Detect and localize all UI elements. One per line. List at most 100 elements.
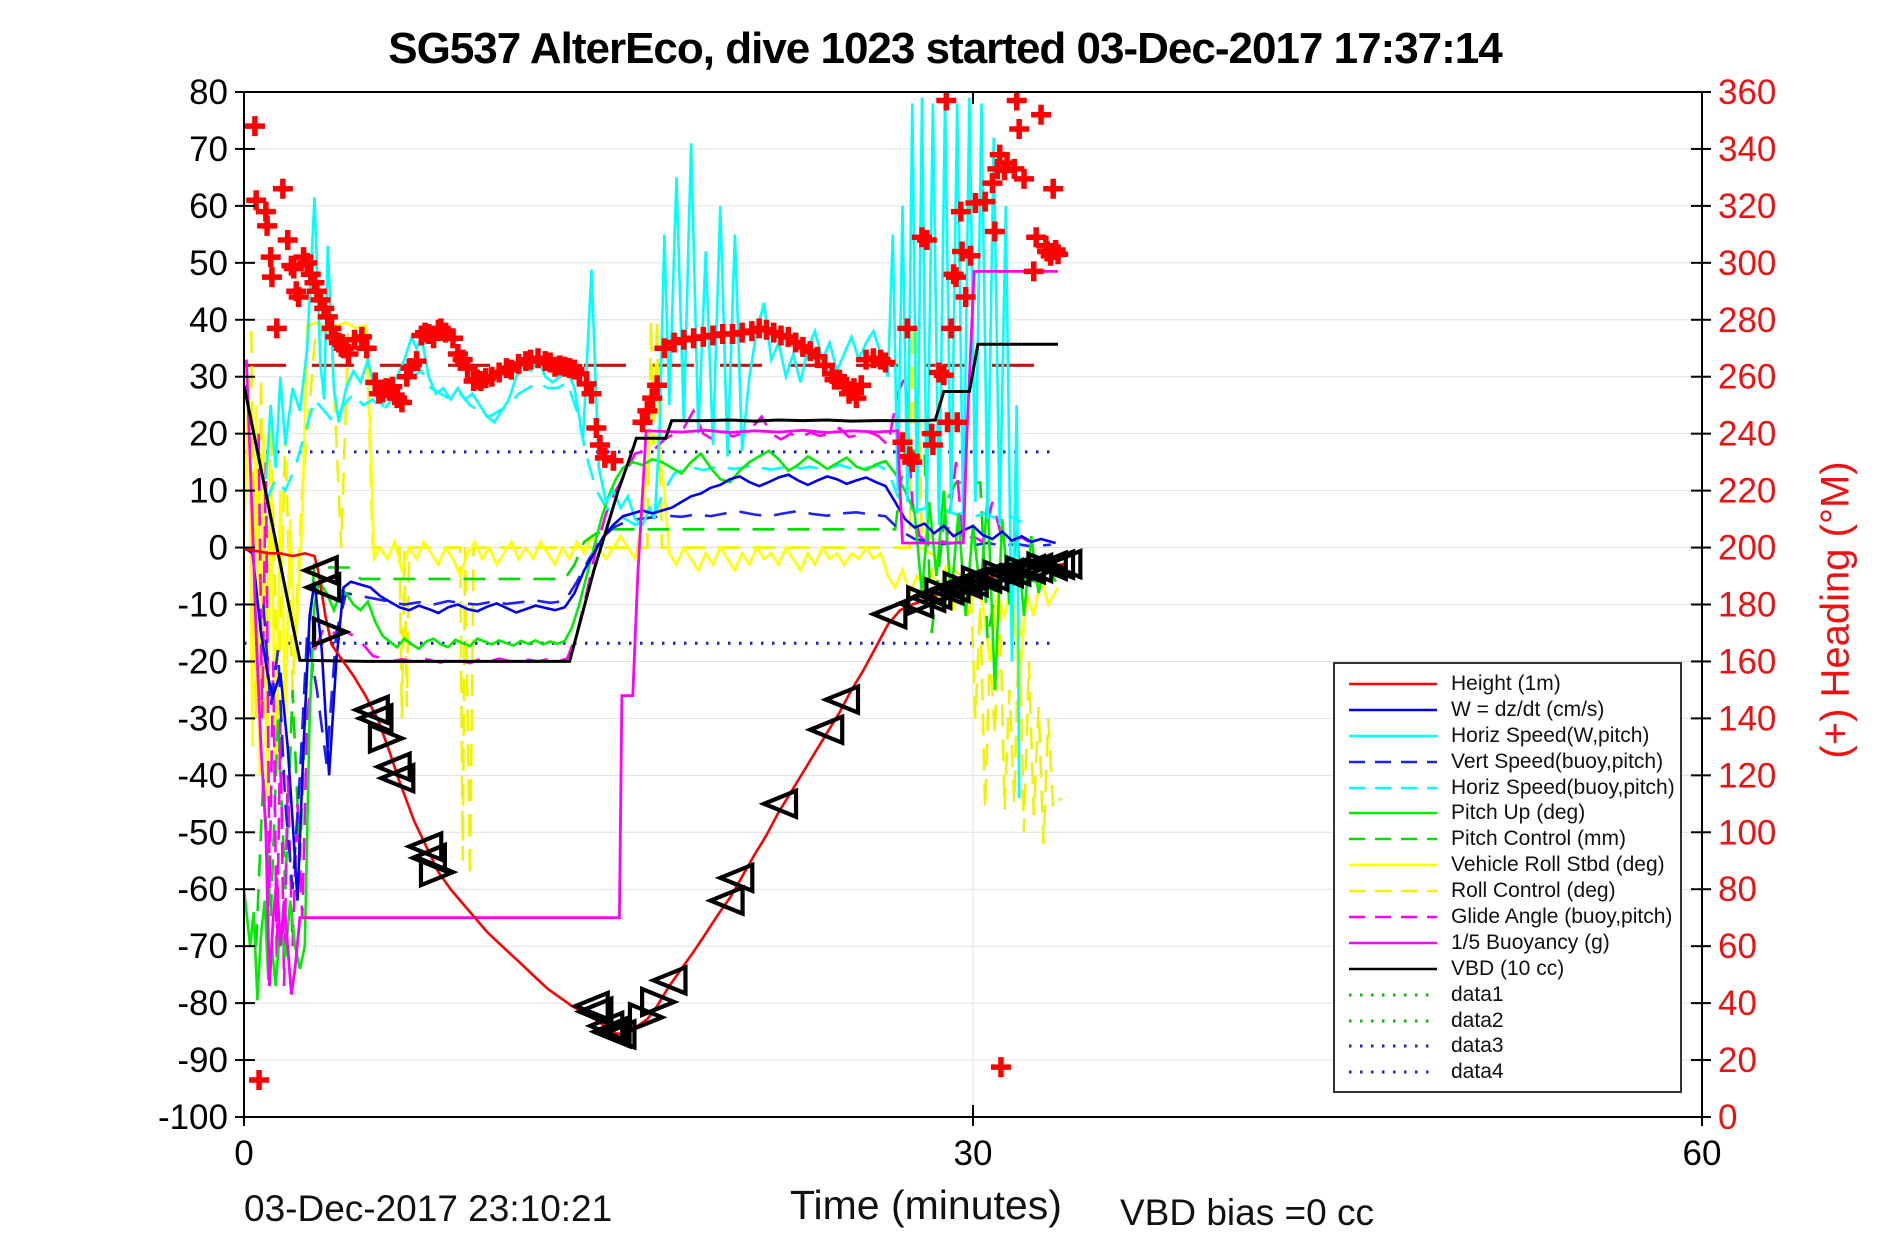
- svg-text:120: 120: [1718, 756, 1776, 795]
- svg-text:-20: -20: [177, 642, 228, 681]
- legend-label: data1: [1451, 982, 1504, 1006]
- series-roll-control: [250, 319, 1062, 878]
- svg-text:80: 80: [1718, 870, 1757, 909]
- svg-text:50: 50: [189, 244, 228, 283]
- legend-line-sample: [1349, 734, 1437, 738]
- svg-text:340: 340: [1718, 130, 1776, 169]
- svg-text:40: 40: [1718, 984, 1757, 1023]
- svg-text:-30: -30: [177, 699, 228, 738]
- legend-item-0: Height (1m): [1335, 671, 1680, 697]
- svg-text:60: 60: [189, 187, 228, 226]
- legend-label: Glide Angle (buoy,pitch): [1451, 904, 1673, 928]
- series-vert-speed-buoy: [262, 509, 1051, 890]
- series-buoyancy: [245, 269, 1058, 995]
- series-horiz-speed-w: [264, 97, 1021, 799]
- legend-label: Pitch Control (mm): [1451, 827, 1627, 851]
- legend-item-3: Vert Speed(buoy,pitch): [1335, 749, 1680, 775]
- legend-line-sample: [1349, 837, 1437, 841]
- legend-line-sample: [1349, 682, 1437, 686]
- legend-label: Horiz Speed(W,pitch): [1451, 723, 1650, 747]
- svg-text:-60: -60: [177, 870, 228, 909]
- legend-label: Vehicle Roll Stbd (deg): [1451, 853, 1665, 877]
- legend-line-sample: [1349, 786, 1437, 789]
- svg-text:-50: -50: [177, 813, 228, 852]
- dive-triangle-markers: [299, 547, 1083, 1051]
- series-vbd: [244, 342, 1058, 663]
- svg-text:80: 80: [189, 73, 228, 112]
- legend-item-2: Horiz Speed(W,pitch): [1335, 723, 1680, 749]
- legend-label: VBD (10 cc): [1451, 956, 1565, 980]
- legend-item-14: data3: [1335, 1033, 1680, 1059]
- legend-item-6: Pitch Control (mm): [1335, 826, 1680, 852]
- svg-text:30: 30: [189, 358, 228, 397]
- svg-text:260: 260: [1718, 358, 1776, 397]
- legend-label: Horiz Speed(buoy,pitch): [1451, 775, 1675, 799]
- svg-text:20: 20: [189, 415, 228, 454]
- legend-line-sample: [1349, 941, 1437, 945]
- legend-item-10: 1/5 Buoyancy (g): [1335, 930, 1680, 956]
- legend-label: data4: [1451, 1060, 1504, 1084]
- svg-text:60: 60: [1683, 1134, 1722, 1173]
- legend-item-8: Roll Control (deg): [1335, 878, 1680, 904]
- legend-line-sample: [1349, 967, 1437, 971]
- heading-plus-markers: [244, 92, 1069, 1090]
- series-height: [244, 548, 1066, 1036]
- legend-label: Roll Control (deg): [1451, 879, 1616, 903]
- legend-label: data3: [1451, 1034, 1504, 1058]
- legend-label: Pitch Up (deg): [1451, 801, 1586, 825]
- svg-text:320: 320: [1718, 187, 1776, 226]
- svg-text:-100: -100: [158, 1098, 228, 1137]
- legend-label: 1/5 Buoyancy (g): [1451, 930, 1610, 954]
- legend-line-sample: [1349, 760, 1437, 763]
- legend-item-1: W = dz/dt (cm/s): [1335, 697, 1680, 723]
- data-series: [244, 97, 1066, 1036]
- legend-line-sample: [1349, 1044, 1437, 1048]
- legend-item-11: VBD (10 cc): [1335, 956, 1680, 982]
- svg-text:0: 0: [234, 1134, 253, 1173]
- legend-line-sample: [1349, 1019, 1437, 1023]
- legend-label: Height (1m): [1451, 671, 1561, 695]
- svg-text:180: 180: [1718, 586, 1776, 625]
- svg-text:160: 160: [1718, 642, 1776, 681]
- legend-item-7: Vehicle Roll Stbd (deg): [1335, 852, 1680, 878]
- legend-line-sample: [1349, 708, 1437, 712]
- svg-text:360: 360: [1718, 73, 1776, 112]
- svg-text:20: 20: [1718, 1041, 1757, 1080]
- svg-text:30: 30: [954, 1134, 993, 1173]
- axes-frame: 80706050403020100-10-20-30-40-50-60-70-8…: [158, 73, 1776, 1173]
- legend-item-13: data2: [1335, 1008, 1680, 1034]
- legend-item-12: data1: [1335, 982, 1680, 1008]
- legend-label: Vert Speed(buoy,pitch): [1451, 749, 1664, 773]
- legend-item-5: Pitch Up (deg): [1335, 800, 1680, 826]
- svg-text:200: 200: [1718, 529, 1776, 568]
- svg-text:60: 60: [1718, 927, 1757, 966]
- svg-text:70: 70: [189, 130, 228, 169]
- legend-label: W = dz/dt (cm/s): [1451, 697, 1605, 721]
- svg-text:140: 140: [1718, 699, 1776, 738]
- legend-line-sample: [1349, 915, 1437, 919]
- svg-text:0: 0: [1718, 1098, 1737, 1137]
- svg-text:280: 280: [1718, 301, 1776, 340]
- svg-text:220: 220: [1718, 472, 1776, 511]
- legend-line-sample: [1349, 812, 1437, 815]
- legend-item-15: data4: [1335, 1059, 1680, 1085]
- x-axis-label: Time (minutes): [790, 1182, 1062, 1228]
- vbd-bias-label: VBD bias =0 cc: [1120, 1192, 1374, 1233]
- svg-text:-70: -70: [177, 927, 228, 966]
- svg-text:-40: -40: [177, 756, 228, 795]
- svg-text:40: 40: [189, 301, 228, 340]
- svg-text:100: 100: [1718, 813, 1776, 852]
- legend-line-sample: [1349, 863, 1437, 867]
- svg-text:-80: -80: [177, 984, 228, 1023]
- chart-legend: Height (1m) W = dz/dt (cm/s) Horiz Speed(W…: [1333, 662, 1682, 1093]
- dive-end-timestamp: 03-Dec-2017 23:10:21: [244, 1188, 613, 1229]
- legend-line-sample: [1349, 1070, 1437, 1074]
- series-vehicle-roll: [244, 321, 1060, 799]
- svg-text:10: 10: [189, 472, 228, 511]
- legend-line-sample: [1349, 993, 1437, 997]
- legend-line-sample: [1349, 889, 1437, 893]
- legend-label: data2: [1451, 1008, 1504, 1032]
- legend-item-4: Horiz Speed(buoy,pitch): [1335, 775, 1680, 801]
